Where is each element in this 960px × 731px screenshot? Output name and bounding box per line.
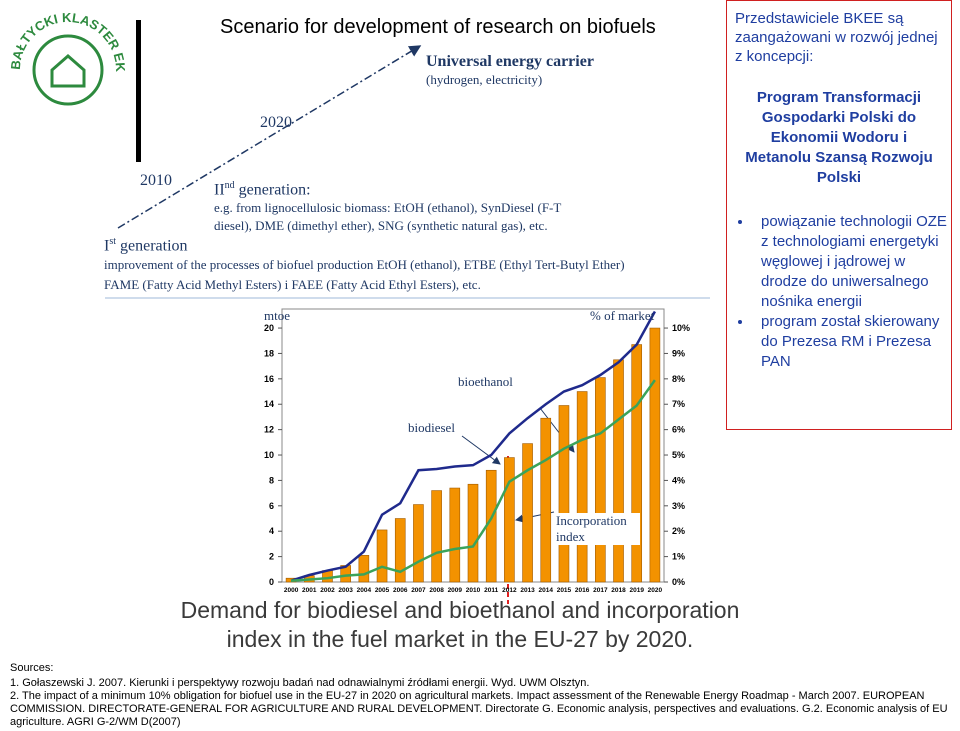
bar (595, 377, 606, 583)
x-tick-label: 2008 (429, 587, 444, 594)
label: generation (120, 237, 188, 255)
y2-tick-label: 3% (672, 501, 685, 511)
sidebar-intro: Przedstawiciele BKEE są zaangażowani w r… (735, 10, 938, 65)
bullet: program został skierowany do Prezesa RM … (753, 312, 951, 372)
y-tick-label: 14 (264, 399, 274, 409)
bar (522, 443, 533, 583)
divider (136, 20, 141, 162)
year: 2020 (260, 114, 292, 131)
gen-heading: IInd generation: (214, 180, 311, 199)
y-tick-label: 6 (269, 501, 274, 511)
x-tick-label: 2013 (520, 587, 535, 594)
carrier-note: (hydrogen, electricity) (426, 72, 543, 87)
bar (613, 359, 624, 583)
y-tick-label: 8 (269, 475, 274, 485)
y-tick-label: 4 (269, 526, 274, 536)
sources-label: Sources: (10, 662, 54, 674)
bar (394, 518, 406, 583)
series-label: biodiesel (408, 420, 455, 435)
x-tick-label: 2014 (539, 587, 554, 594)
y2-tick-label: 6% (672, 425, 685, 435)
x-tick-label: 2020 (648, 587, 663, 594)
y2-tick-label: 8% (672, 374, 685, 384)
sources: 1. Gołaszewski J. 2007. Kierunki i persp… (10, 677, 955, 729)
label: generation: (238, 181, 311, 199)
y-tick-label: 0 (269, 577, 274, 587)
x-tick-label: 2007 (411, 587, 426, 594)
bullet-list: powiązanie technologii OZE z technologia… (727, 212, 951, 372)
x-tick-label: 2019 (629, 587, 644, 594)
slide-title: Scenario for development of research on … (220, 16, 656, 38)
x-tick-label: 2003 (338, 587, 353, 594)
x-tick-label: 2011 (484, 587, 498, 594)
line (291, 379, 656, 582)
bar (467, 483, 479, 583)
bar (431, 490, 442, 583)
y2-tick-label: 2% (672, 526, 685, 536)
x-tick-label: 2016 (575, 587, 590, 594)
x-tick-label: 2012 (502, 587, 517, 594)
gen-text: improvement of the processes of biofuel … (104, 257, 625, 292)
gen-text: e.g. from lignocellulosic biomass: EtOH … (214, 200, 562, 233)
source: 1. Gołaszewski J. 2007. Kierunki i persp… (10, 677, 590, 689)
y2-axis-label: % of market (590, 308, 655, 323)
y2-tick-label: 9% (672, 348, 685, 358)
year: 2010 (140, 172, 172, 189)
y2-tick-label: 4% (672, 475, 685, 485)
bar (576, 391, 588, 583)
sidebar: Przedstawiciele BKEE są zaangażowani w r… (726, 0, 952, 430)
sidebar-heading: Program Transformacji Gospodarki Polski … (745, 89, 933, 186)
numeral: II (214, 181, 225, 199)
x-tick-label: 2004 (357, 587, 372, 594)
x-tick-label: 2002 (320, 587, 335, 594)
series-label: bioethanol (458, 374, 513, 389)
timeline-arrow (117, 45, 422, 229)
bar (631, 344, 643, 583)
y2-tick-label: 1% (672, 552, 685, 562)
chart-title: Demand for biodiesel and bioethanol and … (180, 597, 740, 652)
y-tick-label: 18 (264, 348, 274, 358)
bar (540, 417, 552, 583)
bar (504, 457, 515, 583)
y-tick-label: 10 (264, 450, 274, 460)
bar (358, 555, 370, 583)
bar (413, 504, 424, 583)
y2-tick-label: 7% (672, 399, 685, 409)
y2-tick-label: 10% (672, 323, 690, 333)
x-tick-label: 2009 (448, 587, 463, 594)
numeral: I (104, 237, 110, 255)
y2-tick-label: 5% (672, 450, 685, 460)
y-axis-label: mtoe (264, 308, 290, 323)
bar (449, 487, 461, 583)
carrier: Universal energy carrier (426, 53, 594, 70)
y-tick-label: 12 (264, 425, 274, 435)
logo-house (50, 54, 86, 88)
bar (376, 529, 388, 583)
bullet: powiązanie technologii OZE z technologia… (753, 212, 951, 312)
series-label: Incorporation index (556, 513, 640, 545)
y2-tick-label: 0% (672, 577, 685, 587)
x-tick-label: 2006 (393, 587, 408, 594)
suffix: nd (224, 180, 235, 191)
x-tick-label: 2010 (466, 587, 481, 594)
suffix: st (109, 236, 116, 247)
logo-ring (32, 34, 104, 106)
x-tick-label: 2017 (593, 587, 608, 594)
bar (558, 405, 570, 583)
y-tick-label: 20 (264, 323, 274, 333)
x-tick-label: 2005 (375, 587, 390, 594)
line (290, 310, 656, 582)
source: 2. The impact of a minimum 10% obligatio… (10, 690, 948, 728)
bar (649, 327, 661, 583)
x-tick-label: 2000 (284, 587, 299, 594)
x-tick-label: 2018 (611, 587, 626, 594)
x-tick-label: 2001 (302, 587, 317, 594)
y-tick-label: 2 (269, 552, 274, 562)
y-tick-label: 16 (264, 374, 274, 384)
annotation-arrow (461, 435, 501, 465)
x-tick-label: 2015 (557, 587, 572, 594)
gen-heading: Ist generation (104, 236, 188, 255)
